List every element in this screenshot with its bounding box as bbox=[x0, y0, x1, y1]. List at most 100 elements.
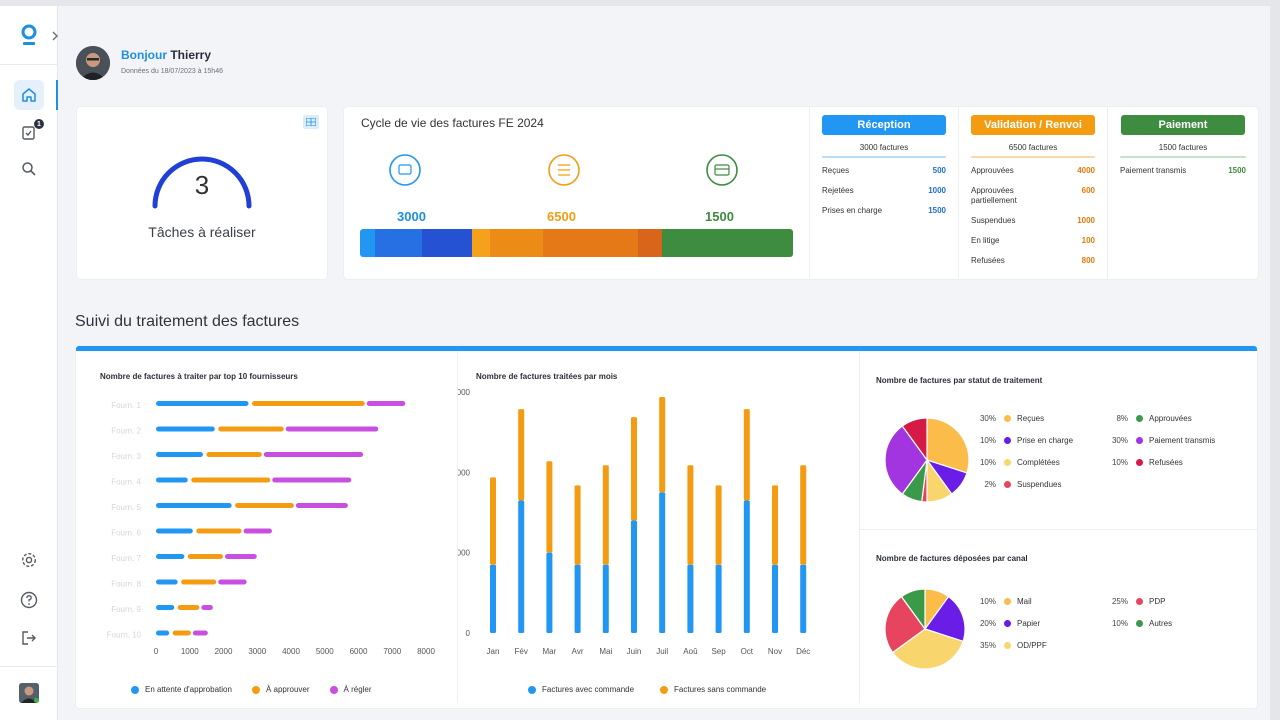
row-label: En litige bbox=[971, 236, 1000, 245]
reception-total: 3000 factures bbox=[859, 143, 909, 152]
pie-slice bbox=[901, 417, 928, 462]
pie-legend-item[interactable]: 30% Paiement transmis bbox=[1106, 429, 1215, 451]
pie-status-legend-left: 30% Reçues 10% Prise en charge 10% Complétées… bbox=[974, 407, 1073, 495]
nav-settings[interactable] bbox=[14, 545, 44, 575]
pie-legend-item[interactable]: 35% OD/PPF bbox=[974, 634, 1047, 656]
legend-label: En attente d'approbation bbox=[145, 685, 232, 694]
bar-segment bbox=[772, 485, 778, 565]
data-date: Données du 18/07/2023 à 15h46 bbox=[121, 68, 223, 75]
expand-sidebar-button[interactable] bbox=[51, 28, 59, 46]
pie-legend-label: Paiement transmis bbox=[1149, 435, 1216, 445]
legend-dot bbox=[1004, 619, 1011, 627]
pie-legend-item[interactable]: 2% Suspendues bbox=[974, 473, 1073, 495]
card-menu-button[interactable] bbox=[303, 115, 319, 129]
search-icon bbox=[22, 162, 36, 176]
bar-segment bbox=[196, 528, 242, 534]
pie-legend-item[interactable]: 10% Complétées bbox=[974, 451, 1073, 473]
paiement-row[interactable]: Paiement transmis 1500 bbox=[1120, 166, 1246, 176]
reception-row[interactable]: Reçues 500 bbox=[822, 166, 946, 176]
legend-item[interactable]: Factures sans commande bbox=[660, 685, 766, 694]
validation-rows: Approuvées 4000 Approuvées partiellement 60… bbox=[959, 166, 1107, 266]
nav-tasks[interactable]: 1 bbox=[14, 117, 44, 147]
bar-segment bbox=[602, 564, 609, 633]
validation-row[interactable]: En litige 100 bbox=[971, 236, 1095, 246]
nav-search[interactable] bbox=[14, 154, 44, 184]
step-validation-value: 6500 bbox=[547, 209, 576, 224]
row-label: Approuvées partiellement bbox=[971, 186, 1017, 205]
greeting-line: Bonjour Thierry bbox=[121, 48, 211, 62]
bar-segment bbox=[156, 503, 232, 508]
pie-legend-percent: 10% bbox=[979, 457, 996, 467]
row-label: Paiement transmis bbox=[1120, 166, 1187, 175]
x-tick-label: 1000 bbox=[181, 647, 199, 656]
legend-item[interactable]: À approuver bbox=[251, 685, 310, 694]
bar-segment bbox=[272, 477, 352, 483]
pie-legend-item[interactable]: 8% Approuvées bbox=[1106, 407, 1215, 429]
pie-legend-label: PDP bbox=[1149, 596, 1166, 606]
chevron-right-icon bbox=[52, 31, 58, 41]
nav-home[interactable] bbox=[14, 80, 44, 110]
divider bbox=[971, 156, 1095, 158]
pie-legend-item[interactable]: 10% Mail bbox=[974, 590, 1047, 612]
pie-legend-label: Approuvées bbox=[1149, 413, 1192, 423]
bar-segment bbox=[156, 579, 178, 585]
pie-legend-label: Complétées bbox=[1017, 457, 1060, 467]
legend-item[interactable]: En attente d'approbation bbox=[131, 685, 232, 694]
user-name: Thierry bbox=[170, 48, 212, 62]
reception-row[interactable]: Prises en charge 1500 bbox=[822, 206, 946, 216]
user-avatar[interactable] bbox=[76, 46, 110, 80]
pie-legend-label: OD/PPF bbox=[1017, 640, 1047, 650]
tasks-card[interactable]: 3 Tâches à réaliser bbox=[77, 107, 327, 279]
legend-item[interactable]: À régler bbox=[329, 685, 372, 694]
x-tick-label: Déc bbox=[796, 647, 810, 656]
category-label: Fourn. 1 bbox=[111, 401, 141, 410]
lifecycle-steps bbox=[389, 154, 738, 186]
reception-row[interactable]: Rejetées 1000 bbox=[822, 186, 946, 196]
app-logo[interactable] bbox=[20, 23, 40, 49]
pie-legend-item[interactable]: 30% Reçues bbox=[974, 407, 1073, 429]
bar-segment bbox=[187, 554, 223, 559]
bar-segment bbox=[546, 552, 553, 633]
legend-label: Factures sans commande bbox=[674, 685, 767, 694]
validation-row[interactable]: Suspendues 1000 bbox=[971, 216, 1095, 226]
validation-pill[interactable]: Validation / Renvoi bbox=[971, 115, 1095, 135]
paiement-pill[interactable]: Paiement bbox=[1121, 115, 1245, 135]
pie-legend-percent: 20% bbox=[979, 618, 996, 628]
legend-dot bbox=[1004, 414, 1011, 422]
bar-segment bbox=[772, 564, 778, 633]
validation-row[interactable]: Approuvées partiellement 600 bbox=[971, 186, 1095, 206]
pie-legend-item[interactable]: 10% Prise en charge bbox=[974, 429, 1073, 451]
validation-row[interactable]: Approuvées 4000 bbox=[971, 166, 1095, 176]
chart-suppliers-title: Nombre de factures à traiter par top 10 … bbox=[100, 372, 298, 381]
legend-dot bbox=[1136, 414, 1143, 422]
category-label: Fourn. 9 bbox=[111, 605, 141, 614]
bar-segment bbox=[218, 426, 284, 432]
bar-segment bbox=[263, 452, 364, 457]
logout-icon bbox=[22, 631, 36, 645]
reception-rows: Reçues 500 Rejetées 1000 Prises en charge 150… bbox=[810, 166, 958, 216]
row-value: 1000 bbox=[928, 186, 946, 195]
legend-item[interactable]: Factures avec commande bbox=[528, 685, 634, 694]
legend-dot bbox=[131, 685, 139, 694]
nav-help[interactable] bbox=[14, 585, 44, 615]
pie-legend-item[interactable]: 10% Refusées bbox=[1106, 451, 1215, 473]
pie-legend-item[interactable]: 20% Papier bbox=[974, 612, 1047, 634]
bar-segment bbox=[235, 503, 294, 508]
nav-logout[interactable] bbox=[14, 623, 44, 653]
bar-segment bbox=[715, 485, 722, 565]
online-status-dot bbox=[34, 698, 39, 703]
pie-legend-item[interactable]: 10% Autres bbox=[1106, 612, 1172, 634]
pie-legend-item[interactable]: 25% PDP bbox=[1106, 590, 1172, 612]
bar-segment bbox=[715, 564, 722, 633]
sidebar-avatar[interactable] bbox=[19, 683, 39, 703]
pie-slice bbox=[884, 425, 928, 495]
bar-segment bbox=[574, 564, 581, 633]
pie-status-legend-right: 8% Approuvées 30% Paiement transmis 10% Refus… bbox=[1106, 407, 1215, 473]
pie-legend-percent: 2% bbox=[984, 479, 996, 489]
validation-row[interactable]: Refusées 800 bbox=[971, 256, 1095, 266]
reception-pill[interactable]: Réception bbox=[822, 115, 946, 135]
legend-label: À approuver bbox=[265, 685, 310, 694]
bar-segment bbox=[181, 579, 217, 585]
row-label: Refusées bbox=[971, 256, 1005, 265]
legend-dot bbox=[1004, 597, 1011, 605]
